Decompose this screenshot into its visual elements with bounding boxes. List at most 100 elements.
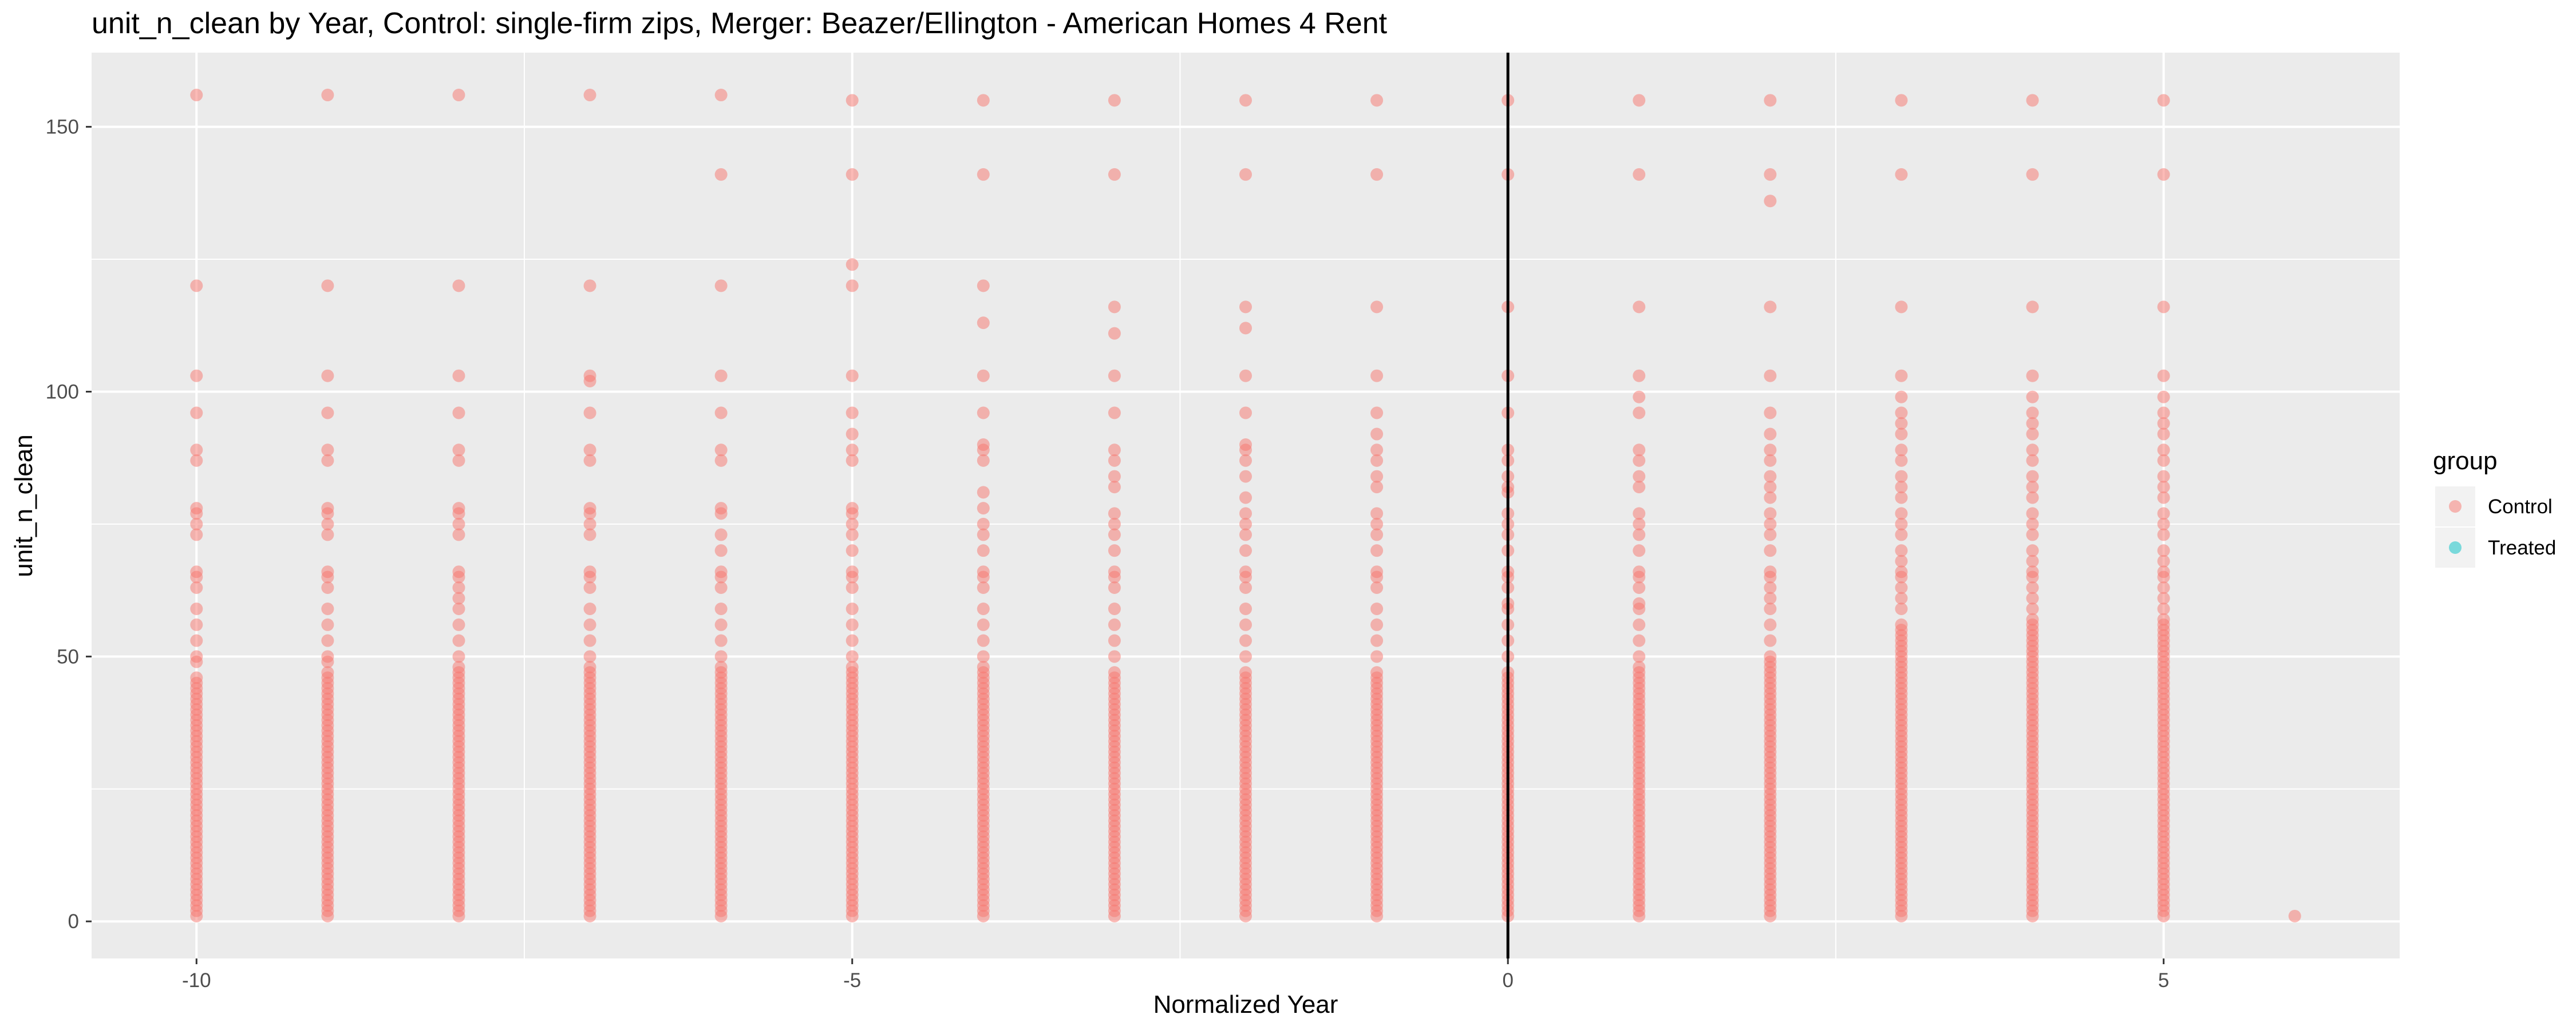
data-point-control xyxy=(846,565,859,579)
data-point-control xyxy=(1239,618,1252,631)
data-point-control xyxy=(583,443,596,457)
data-point-control xyxy=(2026,443,2039,457)
data-point-control xyxy=(2026,417,2039,430)
data-point-control xyxy=(1239,438,1252,451)
legend-swatch xyxy=(2449,541,2462,554)
data-point-control xyxy=(2026,517,2039,530)
x-tick-label: 0 xyxy=(1502,969,1513,992)
data-point-control xyxy=(2157,470,2170,483)
data-point-control xyxy=(452,279,465,292)
data-point-control xyxy=(190,89,203,102)
data-point-control xyxy=(583,650,596,663)
data-point-control xyxy=(1239,507,1252,520)
data-point-control xyxy=(2026,427,2039,441)
data-point-control xyxy=(1239,634,1252,647)
data-point-control xyxy=(846,427,859,441)
data-point-control xyxy=(1239,650,1252,663)
data-point-control xyxy=(977,168,990,181)
data-point-control xyxy=(1895,544,1908,557)
data-point-control xyxy=(1895,470,1908,483)
data-point-control xyxy=(1895,565,1908,579)
data-point-control xyxy=(1764,369,1777,382)
data-point-control xyxy=(1108,406,1121,419)
y-tick-label: 50 xyxy=(57,645,79,668)
data-point-control xyxy=(2288,909,2301,922)
data-point-control xyxy=(1370,94,1384,107)
data-point-control xyxy=(977,618,990,631)
data-point-control xyxy=(1764,470,1777,483)
data-point-control xyxy=(1239,517,1252,530)
data-point-control xyxy=(190,618,203,631)
data-point-control xyxy=(977,502,990,515)
data-point-control xyxy=(321,454,334,467)
data-point-control xyxy=(846,517,859,530)
data-point-control xyxy=(714,650,728,663)
data-point-control xyxy=(846,634,859,647)
data-point-control xyxy=(583,581,596,594)
data-point-control xyxy=(977,581,990,594)
data-point-control xyxy=(1633,528,1646,541)
data-point-control xyxy=(846,502,859,515)
data-point-control xyxy=(2026,507,2039,520)
data-point-control xyxy=(977,369,990,382)
data-point-control xyxy=(1895,454,1908,467)
data-point-control xyxy=(1370,603,1384,616)
data-point-control xyxy=(452,443,465,457)
data-point-control xyxy=(714,168,728,181)
data-point-control xyxy=(846,369,859,382)
y-tick-label: 150 xyxy=(46,116,79,138)
data-point-control xyxy=(1370,470,1384,483)
data-point-control xyxy=(452,565,465,579)
data-point-control xyxy=(2157,369,2170,382)
data-point-control xyxy=(977,406,990,419)
data-point-control xyxy=(2026,565,2039,579)
data-point-control xyxy=(2026,528,2039,541)
data-point-control xyxy=(1633,406,1646,419)
chart-title: unit_n_clean by Year, Control: single-fi… xyxy=(92,7,1388,40)
data-point-control xyxy=(2157,417,2170,430)
data-point-control xyxy=(452,592,465,605)
data-point-control xyxy=(1633,634,1646,647)
data-point-control xyxy=(1633,369,1646,382)
data-point-control xyxy=(714,502,728,515)
data-point-control xyxy=(1895,491,1908,504)
data-point-control xyxy=(583,565,596,579)
data-point-control xyxy=(1108,581,1121,594)
data-point-control xyxy=(2157,427,2170,441)
data-point-control xyxy=(321,581,334,594)
x-tick-label: 5 xyxy=(2158,969,2169,992)
data-point-control xyxy=(1764,528,1777,541)
data-point-control xyxy=(1895,481,1908,494)
data-point-control xyxy=(583,618,596,631)
data-point-control xyxy=(1764,507,1777,520)
data-point-control xyxy=(1239,322,1252,335)
data-point-control xyxy=(583,454,596,467)
data-point-control xyxy=(846,454,859,467)
data-point-control xyxy=(190,565,203,579)
data-point-control xyxy=(1895,618,1908,631)
data-point-control xyxy=(714,406,728,419)
data-point-control xyxy=(452,618,465,631)
data-point-control xyxy=(1370,618,1384,631)
data-point-control xyxy=(1108,650,1121,663)
data-point-control xyxy=(1895,443,1908,457)
data-point-control xyxy=(321,618,334,631)
data-point-control xyxy=(2026,168,2039,181)
data-point-control xyxy=(583,279,596,292)
data-point-control xyxy=(846,168,859,181)
data-point-control xyxy=(977,565,990,579)
data-point-control xyxy=(2157,168,2170,181)
data-point-control xyxy=(190,502,203,515)
data-point-control xyxy=(1633,454,1646,467)
data-point-control xyxy=(977,544,990,557)
data-point-control xyxy=(2026,491,2039,504)
data-point-control xyxy=(1633,618,1646,631)
data-point-control xyxy=(2157,517,2170,530)
data-point-control xyxy=(2026,300,2039,314)
data-point-control xyxy=(1764,481,1777,494)
data-point-control xyxy=(977,517,990,530)
y-tick-label: 0 xyxy=(68,910,79,933)
data-point-control xyxy=(1239,406,1252,419)
data-point-control xyxy=(1764,168,1777,181)
